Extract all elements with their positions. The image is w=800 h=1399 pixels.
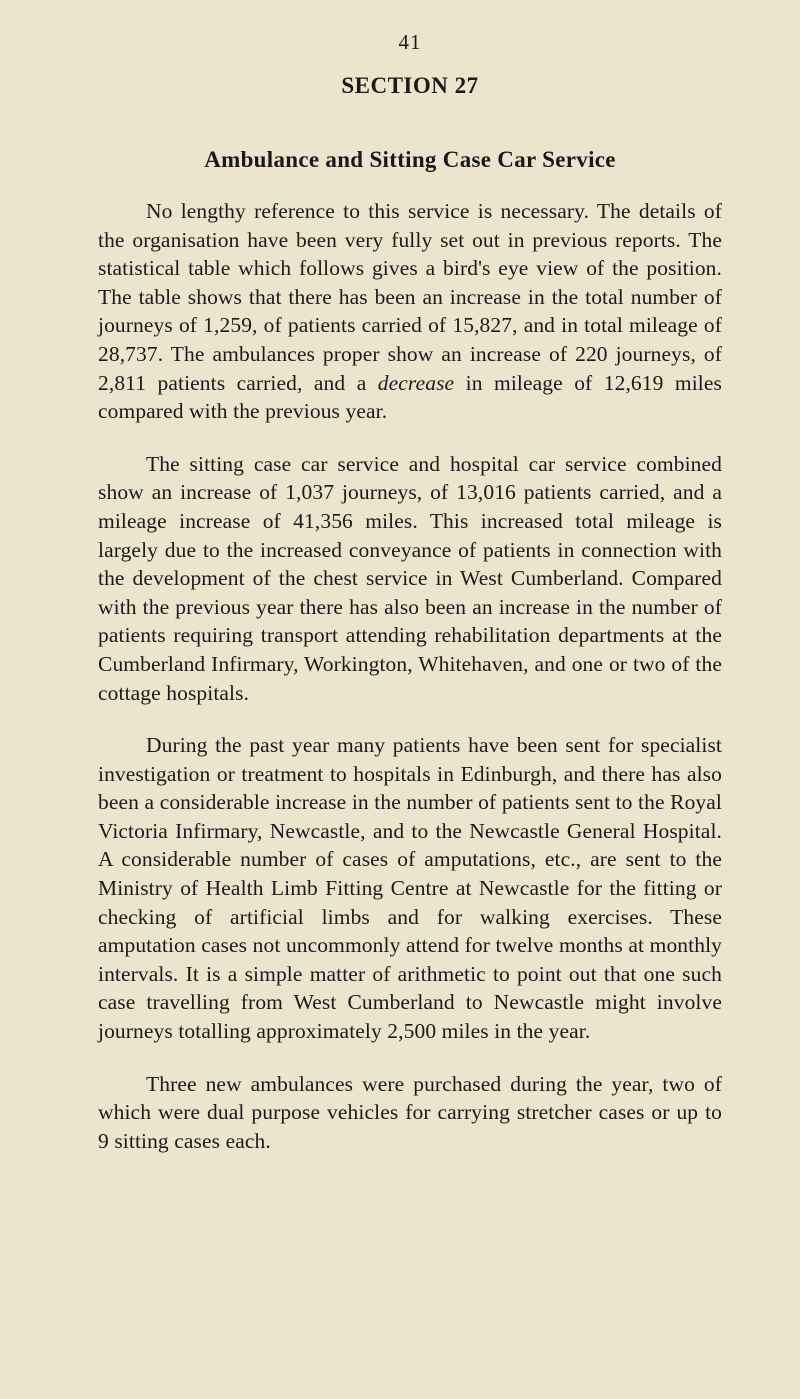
section-title: SECTION 27 bbox=[98, 73, 722, 99]
paragraph-3: During the past year many patients have … bbox=[98, 731, 722, 1046]
paragraph-2: The sitting case car service and hospita… bbox=[98, 450, 722, 707]
paragraph-1-italic: decrease bbox=[378, 371, 454, 395]
document-page: 41 SECTION 27 Ambulance and Sitting Case… bbox=[0, 0, 800, 1399]
paragraph-4: Three new ambulances were purchased duri… bbox=[98, 1070, 722, 1156]
page-number: 41 bbox=[98, 30, 722, 55]
paragraph-1-text-a: No lengthy reference to this service is … bbox=[98, 199, 722, 395]
paragraph-1: No lengthy reference to this service is … bbox=[98, 197, 722, 426]
subtitle: Ambulance and Sitting Case Car Service bbox=[98, 147, 722, 173]
